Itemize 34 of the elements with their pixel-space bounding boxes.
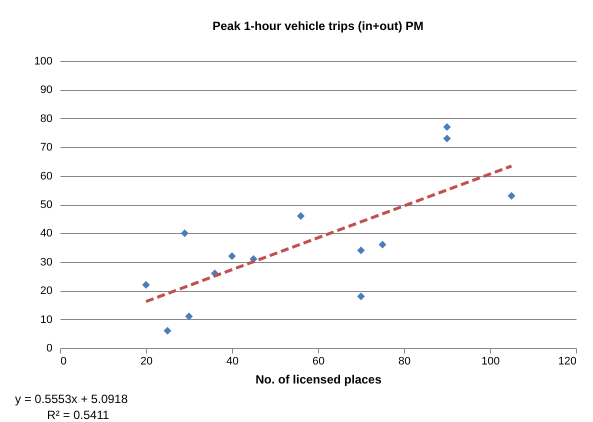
chart-title: Peak 1-hour vehicle trips (in+out) PM [212, 19, 424, 33]
point [296, 212, 305, 220]
point [228, 252, 236, 260]
point [357, 292, 365, 300]
x-axis-title: No. of licensed places [255, 372, 382, 386]
y-tick-label: 30 [40, 256, 52, 268]
y-tick-label: 100 [34, 56, 52, 68]
x-tick-label: 120 [558, 356, 576, 368]
y-tick-label: 20 [40, 285, 52, 298]
x-tick-label: 20 [140, 356, 153, 368]
y-tick-label: 10 [40, 314, 52, 326]
y-tick-label: 80 [40, 112, 52, 125]
point [180, 229, 189, 238]
x-tick-label: 100 [481, 356, 500, 368]
point [357, 246, 365, 254]
text: R² = 0.5411 [47, 408, 110, 422]
x-tick-label: 80 [398, 356, 411, 368]
point [443, 123, 451, 131]
point [508, 192, 516, 200]
text: y = 0.5553x + 5.0918 [15, 392, 128, 406]
x-tick-label: 0 [60, 356, 67, 368]
x-tick-label: 40 [226, 356, 239, 368]
y-tick-label: 60 [40, 170, 52, 182]
x-tick-label: 60 [312, 356, 325, 368]
point [164, 326, 172, 335]
y-tick-label: 40 [40, 228, 52, 240]
y-tick-label: 0 [46, 342, 52, 354]
point [185, 312, 193, 320]
y-tick-label: 70 [40, 142, 52, 154]
point [443, 134, 451, 142]
y-tick-label: 50 [40, 199, 52, 211]
point [378, 240, 386, 249]
y-tick-label: 90 [40, 84, 52, 96]
point [142, 280, 150, 289]
